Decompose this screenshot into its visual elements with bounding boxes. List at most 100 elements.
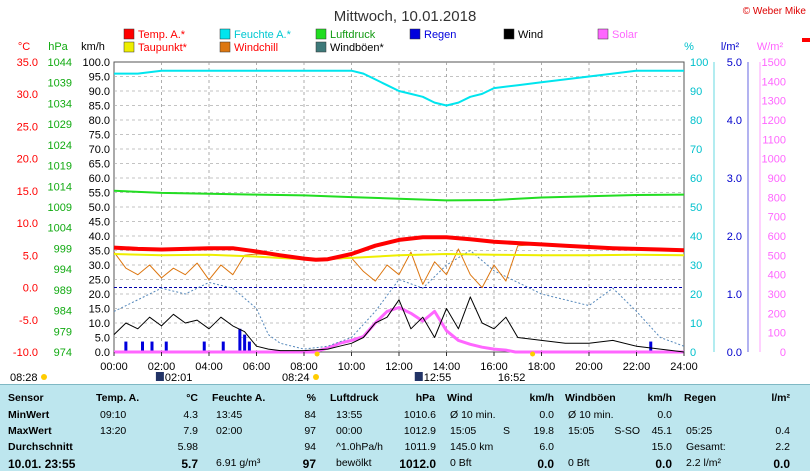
- y-tick-hum: 60: [690, 173, 702, 185]
- stats-press-time: 13:55: [336, 409, 363, 421]
- rain-bar: [150, 341, 154, 352]
- y-tick-rain: 2.0: [727, 231, 742, 243]
- axis-unit-hpa: hPa: [48, 41, 68, 53]
- y-tick-hum: 70: [690, 144, 702, 156]
- y-tick-hum: 90: [690, 86, 702, 98]
- y-tick-rain: 0.0: [727, 347, 742, 359]
- moonrise-label: 12:55: [424, 372, 452, 384]
- stats-rain-value: 0.4: [775, 425, 790, 437]
- y-tick-hpa: 984: [54, 306, 72, 318]
- series-line-wind: [113, 296, 685, 353]
- stats-wind-value: 6.0: [539, 441, 554, 453]
- legend-label: Taupunkt*: [138, 42, 188, 54]
- series-line-taupunkt: [113, 253, 685, 261]
- y-tick-temp: -10.0: [13, 347, 38, 359]
- stats-header-wind: Wind: [447, 392, 473, 404]
- stats-gust-label: 15:05: [568, 425, 595, 437]
- y-tick-hpa: 1004: [48, 223, 72, 235]
- sun-icon: [530, 351, 536, 357]
- legend-label: Regen: [424, 29, 456, 41]
- legend-swatch: [219, 28, 231, 40]
- sun-moon-row: 08:28 02:01 08:24 12:55 16:52: [10, 351, 536, 384]
- legend-swatch: [219, 41, 231, 53]
- stats-press-value: 1011.9: [404, 441, 436, 453]
- y-tick-solar: 1500: [762, 57, 786, 69]
- x-tick-label: 16:00: [480, 361, 508, 373]
- stats-header-press: Luftdruck: [330, 392, 379, 404]
- x-tick-label: 00:00: [100, 361, 128, 373]
- legend-label: Luftdruck: [330, 29, 376, 41]
- y-tick-wind: 65.0: [89, 159, 110, 171]
- axis-unit-wind: km/h: [81, 41, 105, 53]
- legend-swatch: [123, 41, 135, 53]
- stats-header-hum-unit: %: [306, 392, 316, 404]
- chart-legend: Temp. A.* Feuchte A.* Luftdruck Regen Wind So…: [123, 28, 638, 54]
- noon-label: 08:24: [282, 372, 310, 384]
- y-tick-hum: 100: [690, 57, 708, 69]
- rain-bar: [141, 341, 144, 352]
- stats-wind-dir: S: [502, 425, 510, 437]
- legend-swatch: [597, 28, 609, 40]
- stats-rain-label: Gesamt:: [686, 441, 726, 453]
- stats-temp-time: 13:20: [100, 425, 127, 437]
- y-tick-solar: 0: [780, 347, 786, 359]
- stats-header-sensor: Sensor: [8, 392, 44, 404]
- series-line-temp-a: [113, 235, 685, 262]
- y-tick-rain: 5.0: [727, 57, 742, 69]
- legend-label: Windböen*: [330, 42, 385, 54]
- y-tick-hum: 20: [690, 289, 702, 301]
- sun-icon: [313, 374, 319, 380]
- y-tick-wind: 100.0: [82, 57, 110, 69]
- y-tick-temp: 30.0: [17, 89, 38, 101]
- y-tick-solar: 600: [768, 231, 786, 243]
- stats-wind-value: 0.0: [537, 457, 554, 471]
- stats-header-temp: Temp. A.: [96, 392, 140, 404]
- y-tick-rain: 3.0: [727, 173, 742, 185]
- stats-gust-label: Ø 10 min.: [568, 409, 614, 421]
- y-tick-hum: 0: [690, 347, 696, 359]
- legend-label: Solar: [612, 29, 638, 41]
- stats-rain-value: 2.2: [775, 441, 790, 453]
- legend-swatch: [315, 28, 327, 40]
- y-tick-hum: 30: [690, 260, 702, 272]
- y-tick-hpa: 994: [54, 264, 72, 276]
- stats-rain-label: 05:25: [686, 425, 713, 437]
- legend-label: Windchill: [234, 42, 278, 54]
- stats-hum-value: 94: [304, 441, 316, 453]
- stats-header-gust-unit: km/h: [647, 392, 672, 404]
- legend-swatch: [503, 28, 515, 40]
- x-tick-label: 20:00: [575, 361, 603, 373]
- y-tick-hpa: 1034: [48, 98, 72, 110]
- rain-bar: [124, 341, 128, 352]
- chart-grid: [113, 61, 685, 353]
- stats-temp-time: 09:10: [100, 409, 127, 421]
- y-tick-hum: 50: [690, 202, 702, 214]
- stats-gust-value: 15.0: [651, 441, 672, 453]
- y-tick-hpa: 1039: [48, 78, 72, 90]
- x-tick-label: 14:00: [433, 361, 461, 373]
- y-tick-temp: 15.0: [17, 186, 38, 198]
- x-tick-label: 06:00: [243, 361, 271, 373]
- x-tick-label: 12:00: [385, 361, 413, 373]
- rain-bar: [247, 341, 251, 352]
- y-tick-hum: 10: [690, 318, 702, 330]
- y-tick-hum: 80: [690, 115, 702, 127]
- axis-unit-temp: °C: [18, 41, 30, 53]
- sunset-label: 16:52: [498, 372, 526, 384]
- axis-unit-hum: %: [684, 41, 694, 53]
- stats-hum-time: 13:45: [216, 409, 243, 421]
- stats-wind-value: 19.8: [533, 425, 554, 437]
- y-tick-solar: 400: [768, 270, 786, 282]
- y-tick-temp: 5.0: [23, 250, 38, 262]
- y-tick-wind: 50.0: [89, 202, 110, 214]
- y-tick-solar: 1000: [762, 154, 786, 166]
- stats-wind-label: 0 Bft: [450, 457, 472, 469]
- clipped-edge-marker: [802, 38, 810, 42]
- stats-wind-label: 15:05: [450, 425, 477, 437]
- y-tick-solar: 500: [768, 250, 786, 262]
- stats-hum-time: 02:00: [216, 425, 243, 437]
- y-tick-solar: 700: [768, 212, 786, 224]
- x-tick-label: 24:00: [670, 361, 698, 373]
- rain-bar: [221, 341, 225, 352]
- y-tick-wind: 90.0: [89, 86, 110, 98]
